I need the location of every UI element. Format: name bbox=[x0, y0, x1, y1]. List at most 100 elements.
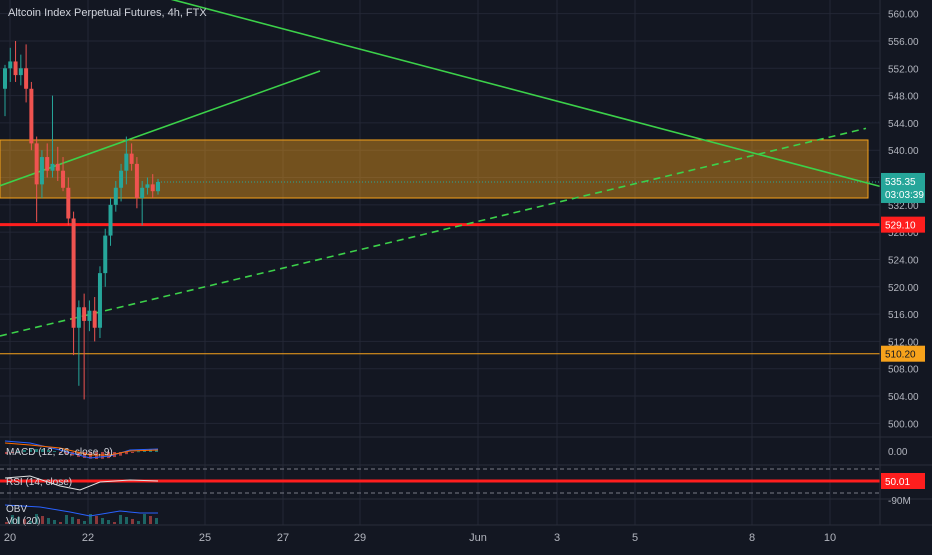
resistance-zone bbox=[0, 139, 869, 199]
volume-bar bbox=[101, 518, 104, 524]
macd-histogram-bar bbox=[53, 451, 56, 453]
rsi-axis-label-bg bbox=[881, 473, 925, 489]
macd-histogram-bar bbox=[59, 452, 62, 453]
macd-histogram-bar bbox=[47, 449, 50, 452]
rsi-line bbox=[4, 475, 159, 491]
red-support-label: 529.10 bbox=[885, 221, 916, 232]
candle-body bbox=[39, 157, 44, 185]
candle-body bbox=[34, 143, 39, 185]
candle bbox=[50, 95, 55, 178]
candle bbox=[119, 163, 124, 202]
chart-title: Altcoin Index Perpetual Futures, 4h, FTX bbox=[8, 7, 207, 19]
candle bbox=[145, 177, 150, 195]
candle bbox=[124, 136, 129, 185]
time-tick-label: 25 bbox=[199, 532, 211, 544]
macd-histogram-bar bbox=[29, 449, 32, 452]
candle bbox=[103, 228, 108, 287]
candle-body bbox=[71, 218, 76, 328]
price-tick-label: 548.00 bbox=[888, 92, 919, 103]
last-price-label-bg bbox=[881, 172, 925, 203]
volume-bar bbox=[77, 519, 80, 524]
macd-line bbox=[4, 440, 159, 459]
time-tick-label: 20 bbox=[4, 532, 16, 544]
candle bbox=[61, 157, 66, 192]
price-tick-label: 528.00 bbox=[888, 228, 919, 239]
price-tick-label: 556.00 bbox=[888, 37, 919, 48]
volume-bar bbox=[47, 518, 50, 524]
candle-body bbox=[145, 184, 150, 188]
candle bbox=[92, 297, 97, 342]
candle bbox=[45, 143, 50, 178]
candle-body bbox=[76, 307, 81, 328]
rsi-label: RSI (14, close) bbox=[6, 477, 72, 488]
candle bbox=[76, 300, 81, 386]
candle-body bbox=[129, 153, 134, 164]
candle bbox=[18, 54, 23, 86]
zones bbox=[0, 139, 869, 199]
obv-axis-label: -90M bbox=[888, 496, 911, 507]
candle bbox=[71, 211, 76, 356]
candle-body bbox=[92, 310, 97, 328]
volume-bar bbox=[113, 522, 116, 524]
candle bbox=[29, 81, 34, 151]
orange-support-label-bg bbox=[881, 345, 925, 362]
time-tick-label: 22 bbox=[82, 532, 94, 544]
candle-body bbox=[97, 273, 102, 328]
candle bbox=[3, 64, 7, 117]
candle-body bbox=[124, 153, 129, 171]
candle-body bbox=[140, 187, 145, 199]
volume-bar bbox=[107, 520, 110, 524]
volume-bar bbox=[5, 522, 8, 524]
macd-histogram-bar bbox=[131, 452, 134, 453]
price-axis[interactable]: 560.00556.00552.00548.00544.00540.00536.… bbox=[879, 0, 925, 525]
candle-body bbox=[150, 184, 155, 192]
orange-support-label: 510.20 bbox=[885, 350, 916, 361]
candle bbox=[108, 198, 113, 246]
red-support-label-bg bbox=[881, 216, 925, 233]
descending-trendline bbox=[170, 0, 881, 188]
volume-bar bbox=[59, 522, 62, 524]
candle-body bbox=[103, 235, 108, 274]
macd-histogram-bar bbox=[41, 449, 44, 452]
macd-axis-label: 0.00 bbox=[888, 447, 908, 458]
candle-body bbox=[45, 157, 50, 171]
candle bbox=[87, 300, 92, 332]
candle-body bbox=[66, 187, 71, 219]
volume-bar bbox=[53, 520, 56, 524]
candle-body bbox=[82, 307, 87, 321]
candle bbox=[134, 157, 139, 209]
obv-label: OBV bbox=[6, 504, 27, 515]
candle-body bbox=[18, 68, 23, 76]
candle-body bbox=[119, 170, 124, 188]
candle-body bbox=[13, 61, 18, 76]
price-tick-label: 504.00 bbox=[888, 392, 919, 403]
candle bbox=[39, 150, 44, 199]
macd-histogram-bar bbox=[125, 452, 128, 455]
time-tick-label: Jun bbox=[469, 532, 487, 544]
volume-bar bbox=[71, 517, 74, 524]
price-tick-label: 524.00 bbox=[888, 255, 919, 266]
candle-body bbox=[8, 61, 13, 69]
volume-bar bbox=[17, 517, 20, 524]
time-axis[interactable]: 20 22 25 27 29 Jun 3 5 8 10 bbox=[0, 524, 932, 544]
obv-line bbox=[4, 504, 158, 517]
volume-bar bbox=[95, 516, 98, 524]
time-tick-label: 10 bbox=[824, 532, 836, 544]
candle bbox=[150, 174, 155, 199]
volume-bar bbox=[137, 521, 140, 524]
price-tick-label: 532.00 bbox=[888, 201, 919, 212]
last-price-label: 535.35 bbox=[885, 177, 916, 188]
volume-bar bbox=[11, 515, 14, 524]
ascending-dashed-trendline bbox=[0, 127, 867, 337]
volume-bar bbox=[83, 521, 86, 524]
candle bbox=[156, 178, 160, 195]
price-tick-label: 560.00 bbox=[888, 10, 919, 21]
candle-body bbox=[134, 163, 139, 199]
price-tick-label: 512.00 bbox=[888, 337, 919, 348]
macd-histogram-bar bbox=[5, 452, 8, 454]
macd-histogram-bar bbox=[65, 452, 68, 454]
volume-bar bbox=[149, 516, 152, 524]
